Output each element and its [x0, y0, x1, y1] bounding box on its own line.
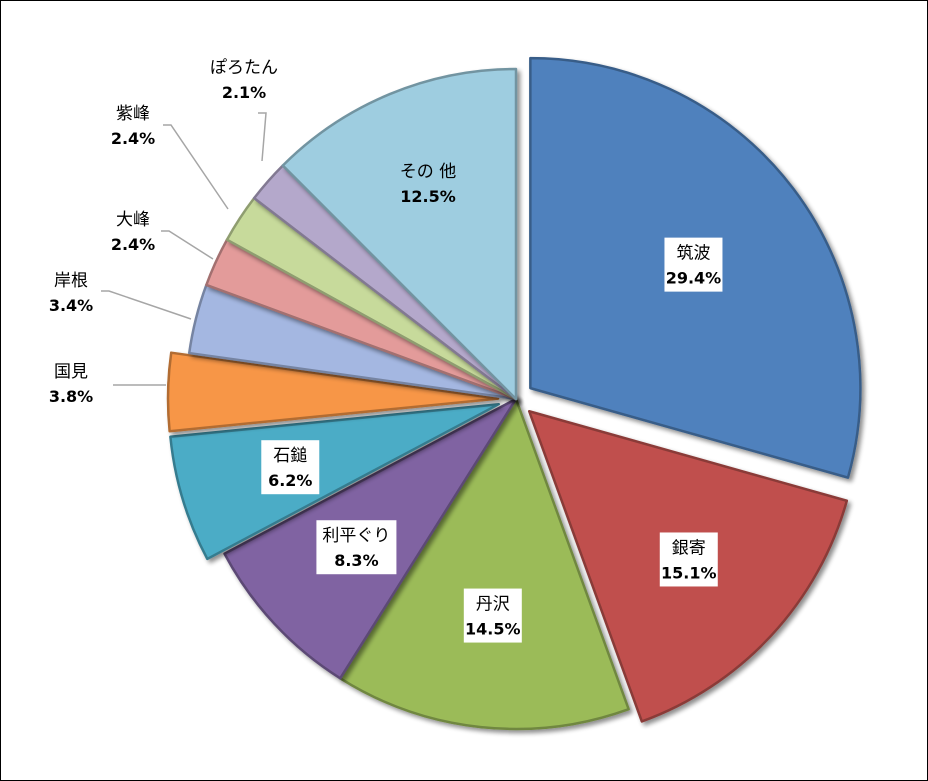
slice-name-label-8: 大峰	[116, 210, 150, 230]
slice-label-4: 利平ぐり 8.3%	[316, 520, 397, 575]
leader-line-9	[163, 124, 229, 210]
slice-label-box-2	[659, 532, 718, 587]
slice-value-label-10: 2.1%	[222, 83, 266, 102]
slice-name-label-5: 石鎚	[273, 446, 307, 466]
slice-value-label-11: 12.5%	[400, 187, 456, 206]
slice-value-label-6: 3.8%	[49, 387, 93, 406]
slice-label-5: 石鎚 6.2%	[261, 440, 320, 495]
leader-line-8	[161, 230, 214, 260]
slice-name-label-11: その 他	[400, 162, 456, 182]
slice-label-box-5	[261, 440, 320, 495]
labels-layer: 筑波 29.4% 銀寄 15.1% 丹沢 14.5% 利平ぐり 8.3% 石鎚 6.2% 国見 3.8…	[49, 58, 723, 643]
slice-name-label-4: 利平ぐり	[322, 526, 390, 546]
slice-label-11: その 他 12.5%	[400, 162, 456, 206]
slice-label-box-3	[463, 588, 522, 643]
slice-value-label-1: 29.4%	[666, 269, 722, 288]
slice-value-label-8: 2.4%	[111, 235, 155, 254]
slice-value-label-2: 15.1%	[661, 563, 717, 582]
slice-label-box-1	[664, 237, 723, 292]
slice-name-label-2: 銀寄	[672, 538, 706, 558]
pie-slice-11	[281, 67, 518, 401]
slice-value-label-4: 8.3%	[334, 551, 378, 570]
pie-slice-5	[169, 402, 501, 561]
slice-label-1: 筑波 29.4%	[664, 237, 723, 292]
slice-value-label-7: 3.4%	[49, 296, 93, 315]
slice-name-label-9: 紫峰	[116, 104, 150, 124]
slice-value-label-3: 14.5%	[465, 620, 521, 639]
slice-label-box-4	[316, 520, 397, 575]
slice-value-label-9: 2.4%	[111, 129, 155, 148]
slice-label-3: 丹沢 14.5%	[463, 588, 522, 643]
slice-value-label-5: 6.2%	[268, 471, 312, 490]
pie-slice-6	[166, 351, 500, 433]
leader-line-10	[258, 112, 267, 162]
slices-layer	[166, 56, 862, 731]
pie-slice-3	[338, 397, 630, 731]
slice-name-label-1: 筑波	[676, 244, 710, 264]
slice-name-label-3: 丹沢	[476, 595, 510, 615]
leader-line-7	[101, 290, 192, 320]
leader-lines-layer	[101, 112, 267, 386]
slice-label-2: 銀寄 15.1%	[659, 532, 718, 587]
slice-name-label-10: ぽろたん	[210, 58, 278, 78]
slice-name-label-7: 岸根	[54, 271, 88, 291]
slice-name-label-6: 国見	[54, 362, 88, 382]
